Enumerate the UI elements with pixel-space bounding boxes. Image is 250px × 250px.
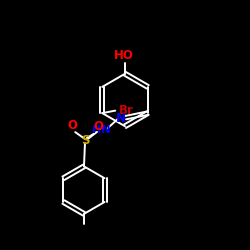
Text: O: O xyxy=(67,119,77,132)
Text: HO: HO xyxy=(114,49,134,62)
Text: HN: HN xyxy=(92,125,110,135)
Text: Br: Br xyxy=(118,104,134,117)
Text: N: N xyxy=(116,112,126,125)
Text: O: O xyxy=(94,120,104,133)
Text: S: S xyxy=(81,134,90,147)
